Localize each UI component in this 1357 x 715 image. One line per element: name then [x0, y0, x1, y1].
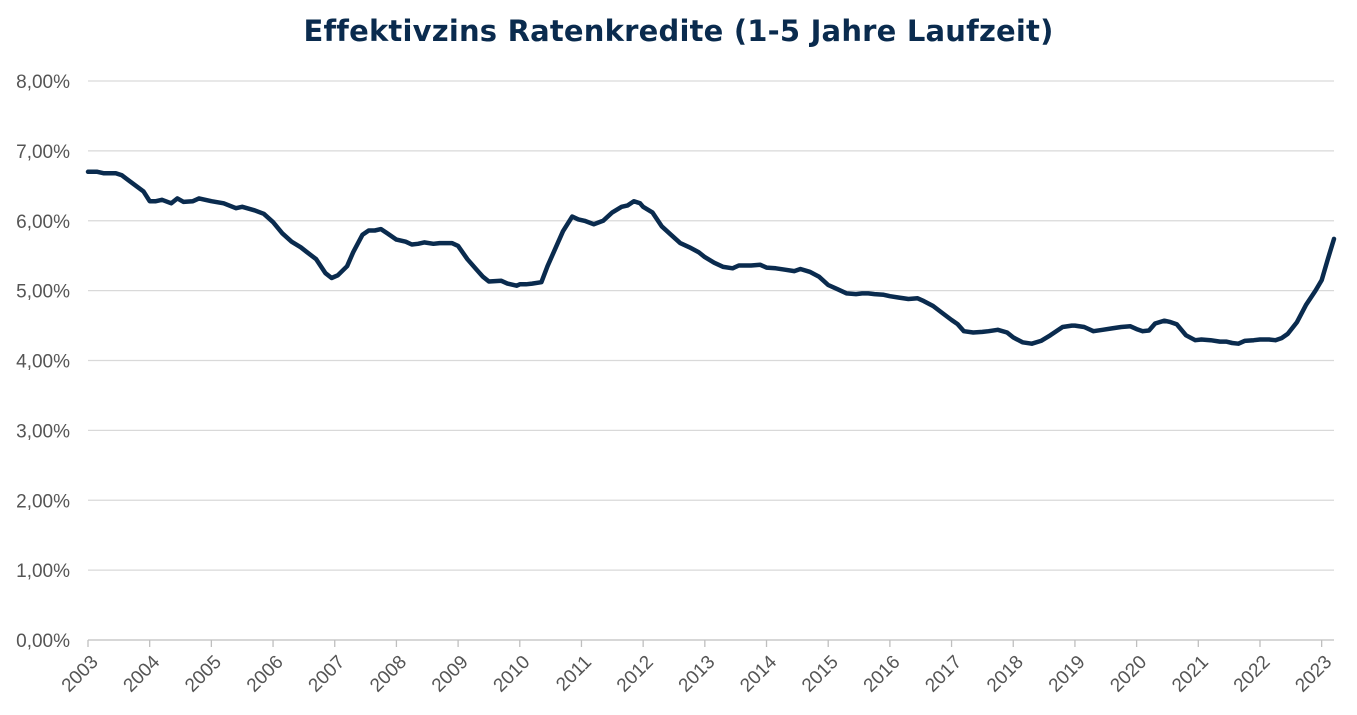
y-axis-ticks: 0,00% 1,00% 2,00% 3,00% 4,00% 5,00% 6,00% 7,00%… [16, 72, 70, 652]
x-tick-label: 2016 [860, 652, 905, 697]
chart-title: Effektivzins Ratenkredite (1-5 Jahre Lau… [303, 14, 1054, 48]
x-tick-label: 2015 [798, 652, 843, 697]
x-tick-label: 2006 [243, 652, 288, 697]
x-tick-label: 2013 [675, 652, 720, 697]
y-tick-label: 0,00% [16, 631, 70, 652]
series-layer [85, 169, 1337, 346]
y-tick-label: 8,00% [16, 72, 70, 93]
x-tick-label: 2008 [366, 652, 411, 697]
x-tick-label: 2004 [120, 651, 165, 696]
x-tick-label: 2022 [1230, 652, 1275, 697]
x-tick-label: 2011 [552, 652, 596, 696]
y-tick-label: 4,00% [16, 352, 70, 373]
y-tick-label: 1,00% [16, 561, 70, 582]
x-tick-label: 2005 [181, 652, 226, 697]
x-tick-label: 2018 [983, 652, 1028, 697]
y-tick-label: 2,00% [16, 491, 70, 512]
x-axis-ticks: 2003 2004 2005 2006 2007 2008 2009 2010 2011 2012… [58, 640, 1336, 696]
x-tick-label: 2014 [736, 651, 781, 696]
x-tick-label: 2023 [1292, 652, 1337, 697]
y-tick-label: 5,00% [16, 282, 70, 303]
y-tick-label: 7,00% [16, 142, 70, 163]
x-tick-label: 2012 [613, 652, 658, 697]
x-tick-label: 2003 [58, 652, 103, 697]
x-tick-label: 2010 [490, 652, 535, 697]
x-tick-label: 2007 [305, 652, 350, 697]
series-line [85, 169, 1337, 346]
y-tick-label: 6,00% [16, 212, 70, 233]
x-tick-label: 2009 [428, 652, 473, 697]
y-tick-label: 3,00% [16, 421, 70, 442]
x-tick-label: 2020 [1106, 652, 1151, 697]
x-tick-label: 2021 [1168, 652, 1213, 697]
x-tick-label: 2019 [1045, 652, 1090, 697]
x-tick-label: 2017 [921, 652, 966, 697]
gridlines [88, 80, 1334, 641]
